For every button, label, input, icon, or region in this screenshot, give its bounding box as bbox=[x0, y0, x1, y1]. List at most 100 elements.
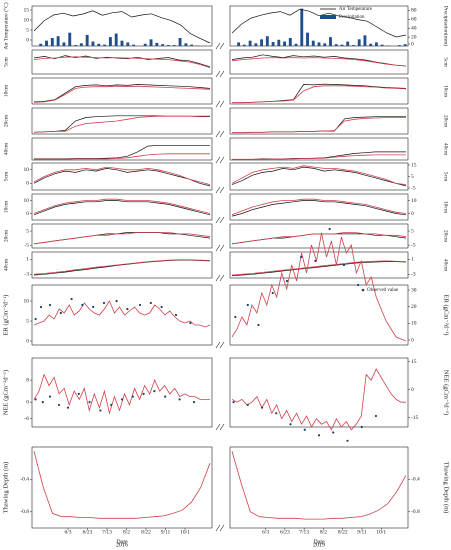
panel-9-observed-point-2016-8 bbox=[115, 299, 118, 303]
panel-10-frame-2019 bbox=[229, 357, 409, 428]
axis-break-11 bbox=[215, 524, 225, 532]
axis-break-9 bbox=[215, 341, 225, 349]
panel-10-observed-point-2016-9 bbox=[120, 398, 124, 401]
panel-8-simulated-line-2016 bbox=[33, 259, 211, 275]
panel-10-observed-point-2019-0 bbox=[232, 401, 235, 404]
panel-10-observed-point-2016-3 bbox=[57, 403, 61, 407]
precip-bar-y2019-12 bbox=[300, 8, 304, 46]
precip-bar-y2019-19 bbox=[340, 44, 344, 46]
panel-7-yticklabel-left-0: 5 bbox=[26, 228, 29, 234]
panel-5-frame-2019 bbox=[229, 162, 409, 191]
panel-5-simulated-line-2019 bbox=[231, 165, 407, 185]
panel-9-observed-point-2016-14 bbox=[189, 321, 192, 325]
panel-9-observed-point-2016-1 bbox=[39, 305, 43, 309]
panel-9-observed-point-2019-2 bbox=[257, 323, 260, 327]
axis-break-3 bbox=[215, 130, 225, 138]
precip-bar-y2019-7 bbox=[271, 42, 275, 46]
precip-bar-y2019-20 bbox=[346, 41, 350, 46]
xticklabel-2016-1: 6/23 bbox=[83, 529, 93, 535]
precip-bar-y2016-26 bbox=[184, 43, 188, 46]
precip-bar-y2016-9 bbox=[85, 34, 89, 46]
panel-7-simulated-line-2016 bbox=[33, 232, 211, 245]
panel-6-yticklabel-left-0: 10 bbox=[24, 198, 30, 204]
year-label-2019: 2019 bbox=[313, 542, 325, 548]
panel-9-yticklabel-right-1: 10 bbox=[411, 321, 417, 327]
panel-10-observed-point-2019-7 bbox=[332, 431, 335, 434]
legend-precip-label: Precipitation bbox=[339, 15, 365, 20]
panel-7-observed-line-2019 bbox=[231, 233, 407, 245]
panel-8-frame-2019 bbox=[229, 251, 409, 279]
panel-9-observed-point-2016-6 bbox=[92, 305, 95, 309]
panel-5-yticklabel-left-1: 0 bbox=[26, 181, 29, 187]
panel-9-observed-point-2016-12 bbox=[160, 305, 163, 309]
panel-9-yticklabel-right-2: 20 bbox=[411, 304, 417, 310]
axis-break-0 bbox=[215, 42, 225, 50]
panel-10-frame-2016 bbox=[31, 357, 213, 428]
panel-10-observed-point-2016-11 bbox=[142, 392, 145, 395]
panel-9-observed-point-2019-7 bbox=[328, 227, 331, 231]
precip-bar-y2016-16 bbox=[126, 42, 130, 46]
precip-bar-y2016-12 bbox=[103, 44, 107, 46]
panel-10-observed-point-2016-4 bbox=[66, 406, 70, 409]
panel-4-frame-2016 bbox=[31, 137, 213, 161]
axis-break-10 bbox=[215, 423, 225, 431]
precip-bar-y2019-14 bbox=[311, 40, 315, 46]
panel-10-observed-point-2016-12 bbox=[153, 390, 156, 393]
panel-9-frame-2016 bbox=[31, 284, 213, 346]
panel-10-observed-point-2019-8 bbox=[346, 439, 349, 442]
panel-6-simulated-line-2019 bbox=[231, 198, 407, 216]
panel-5-simulated-line-2016 bbox=[33, 166, 211, 185]
panel-8-yticklabel-right-1: -3 bbox=[411, 272, 416, 278]
panel-4-simulated-line-2016 bbox=[34, 153, 210, 160]
panel-2-frame-2019 bbox=[229, 77, 409, 105]
panel-6-simulated-line-2016 bbox=[33, 198, 211, 214]
panel-4-observed-line-2016 bbox=[34, 144, 210, 160]
panel-2-observed-line-2019 bbox=[232, 83, 407, 104]
panel-2-ylabel-right: 10cm bbox=[443, 85, 449, 98]
panel-10-observed-point-2016-15 bbox=[192, 401, 196, 404]
panel-2-ylabel-left: 10cm bbox=[3, 84, 9, 97]
panel-0-yticklabel-right-4: 0 bbox=[411, 41, 414, 47]
panel-9-observed-point-2019-3 bbox=[271, 291, 274, 295]
panel-11-simulated-line-2016 bbox=[33, 451, 211, 519]
axis-break-6 bbox=[215, 216, 225, 224]
precip-bar-y2016-14 bbox=[114, 33, 118, 46]
panel-7-simulated-line-2019 bbox=[231, 232, 407, 245]
panel-10-ylabel-left: NEE (gCm⁻²d⁻¹) bbox=[2, 370, 9, 415]
panel-0-yticklabel-right-2: 40 bbox=[411, 25, 417, 31]
precip-bar-y2016-7 bbox=[74, 45, 77, 46]
precip-bar-y2019-4 bbox=[254, 43, 258, 46]
panel-3-ylabel-right: 20cm bbox=[443, 115, 449, 128]
year-label-2016: 2016 bbox=[116, 542, 128, 548]
panel-9-yticklabel-left-1: 5 bbox=[26, 318, 29, 324]
panel-5-yticklabel-right-2: -5 bbox=[411, 185, 416, 191]
precip-bar-y2019-5 bbox=[260, 39, 264, 46]
panel-10-yticklabel-left-0: 8 bbox=[26, 377, 29, 383]
panel-0-yticklabel-right-1: 60 bbox=[411, 17, 417, 23]
precip-bar-y2016-3 bbox=[50, 38, 54, 46]
xticklabel-2019-2: 7/13 bbox=[299, 529, 309, 535]
precip-bar-y2019-8 bbox=[277, 39, 281, 46]
panel-4-ylabel-left: 40cm bbox=[3, 142, 9, 155]
panel-10-observed-point-2016-14 bbox=[178, 398, 181, 401]
panel-8-frame-2016 bbox=[31, 251, 213, 279]
panel-9-simulated-line-2016 bbox=[33, 300, 211, 328]
panel-8-observed-line-2016 bbox=[33, 259, 211, 276]
precip-bar-y2019-10 bbox=[288, 38, 292, 46]
precip-bar-y2019-25 bbox=[374, 42, 378, 46]
xticklabel-2019-6: 10/1 bbox=[376, 529, 386, 535]
panel-9-observed-point-2019-6 bbox=[314, 259, 317, 263]
panel-9-observed-point-2016-10 bbox=[138, 303, 142, 307]
panel-9-simulated-line-2019 bbox=[231, 232, 407, 342]
legend-precip-swatch bbox=[320, 15, 336, 19]
panel-3-ylabel-left: 20cm bbox=[3, 114, 9, 127]
panel-1-ylabel-left: 5cm bbox=[3, 57, 9, 67]
precip-bar-y2016-17 bbox=[132, 44, 136, 46]
panel-8-yticklabel-left-0: 1 bbox=[26, 257, 29, 263]
precip-bar-y2016-25 bbox=[178, 38, 182, 46]
panel-4-frame-2019 bbox=[229, 137, 409, 161]
panel-10-observed-point-2019-2 bbox=[260, 406, 264, 409]
panel-7-yticklabel-left-1: -5 bbox=[24, 242, 29, 248]
precip-bar-y2019-29 bbox=[397, 45, 401, 46]
panel-8-ylabel-left: 40cm bbox=[3, 258, 9, 271]
